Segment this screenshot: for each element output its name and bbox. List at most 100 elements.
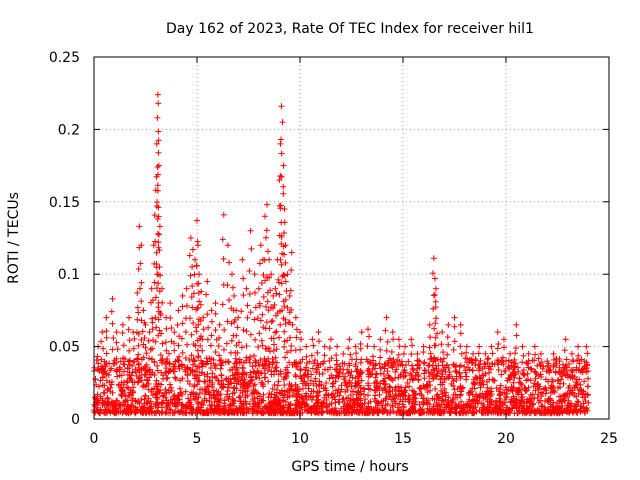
data-point [372,392,379,399]
data-point [451,338,458,345]
data-point [272,365,279,372]
data-point [520,352,527,359]
data-point-peak [195,242,202,249]
data-point-peak [243,285,250,292]
data-point [457,375,464,382]
data-point [281,343,288,350]
data-point [477,357,484,364]
data-point [225,359,232,366]
data-point [263,227,270,234]
data-point [218,362,225,369]
data-point-peak [470,350,477,357]
data-point [154,362,161,369]
data-point-peak [194,217,200,224]
data-point [237,393,244,400]
data-point [396,401,403,408]
data-point [256,260,263,267]
y-tick-label: 0.15 [49,195,80,211]
data-point [212,310,219,317]
data-point [232,355,239,362]
data-point [135,378,142,385]
data-point [432,320,439,327]
data-point [523,359,530,366]
data-point [131,335,138,342]
data-point [239,389,246,396]
data-point [384,368,391,375]
data-point [187,272,194,279]
data-point [155,280,162,287]
data-point [149,315,156,322]
data-point-peak [266,256,273,263]
data-point [184,302,191,309]
data-point [440,355,447,362]
data-point [380,378,387,385]
data-point [505,364,512,371]
data-point-peak [525,350,532,357]
data-point [366,333,373,340]
data-point [206,398,213,405]
data-point [496,395,503,402]
data-point [330,380,337,387]
data-point-peak [286,292,293,299]
data-point [425,397,432,404]
data-point-peak [439,329,446,336]
data-point [155,239,162,246]
data-point-peak [264,201,271,208]
data-point [201,378,208,385]
x-tick-label: 0 [90,431,99,447]
data-point [215,388,222,395]
data-point [554,377,561,384]
data-point-peak [340,350,347,357]
data-point-peak [229,271,236,278]
data-point [250,352,257,359]
data-point [144,377,151,384]
data-point [281,382,288,389]
data-point [519,359,526,366]
data-point [300,385,307,392]
data-point [458,398,465,405]
data-point [177,389,184,396]
data-point-peak [251,271,258,278]
data-point [280,271,287,278]
x-axis-label: GPS time / hours [291,459,408,475]
data-point-peak [212,300,219,307]
data-point [420,399,427,406]
data-point [388,348,395,355]
data-point-peak [431,275,438,282]
data-point [489,350,496,357]
data-point-peak [550,350,557,357]
data-point [148,408,155,415]
data-point-peak [224,242,231,249]
data-point [276,279,283,286]
data-point [337,363,344,370]
data-point [250,398,257,405]
data-point [207,342,214,349]
data-point [123,406,130,413]
data-point [138,396,145,403]
data-point [357,359,364,366]
data-point [409,342,416,349]
data-point [117,358,124,365]
data-point [162,339,169,346]
data-point [281,219,288,226]
data-point [507,387,514,394]
data-point [531,380,538,387]
data-point [429,270,436,277]
data-point [432,334,439,341]
data-point [119,329,126,336]
data-point [223,340,230,347]
data-point [189,263,196,270]
data-point [277,202,284,209]
data-point-peak [220,211,227,218]
data-point [211,399,218,406]
y-tick-label: 0.05 [49,340,80,356]
data-point-peak [183,285,190,292]
data-point [136,285,143,292]
data-point [244,314,251,321]
data-point [427,334,434,341]
data-point [212,349,219,356]
data-point [444,334,451,341]
data-point [166,360,173,367]
data-point [416,401,423,408]
data-point-peak [140,307,147,314]
